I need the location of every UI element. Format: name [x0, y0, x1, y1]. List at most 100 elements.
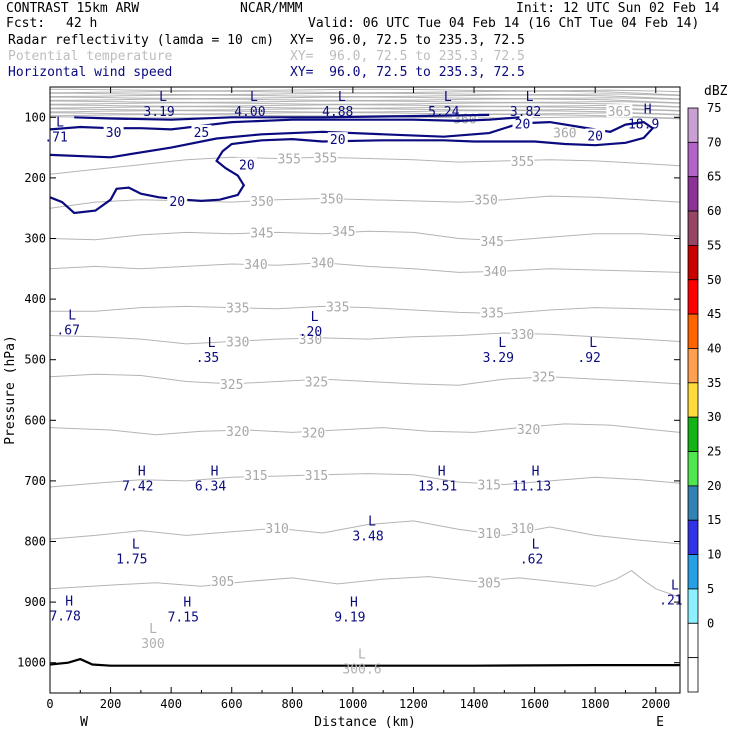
wind-extreme-value: 3.48: [352, 529, 383, 544]
organization-label: NCAR/MMM: [240, 1, 303, 16]
wind-extreme-value: .92: [577, 351, 600, 366]
wind-contour-label: 20: [587, 129, 603, 144]
theta-label-bg: [477, 575, 502, 589]
wind-extreme-value: .35: [196, 351, 219, 366]
wind-extreme-value: 4.00: [234, 105, 265, 120]
upper-theta-line: [49, 92, 681, 96]
colorbar-swatch: [687, 313, 699, 349]
wind-label-bg: [167, 193, 188, 207]
theta-contour-label: 340: [311, 257, 334, 272]
theta-label-bg: [219, 376, 244, 390]
wind-label-bg: [103, 124, 124, 138]
theta-contour-label: 355: [278, 153, 301, 168]
wind-extreme-value: 4.88: [322, 105, 353, 120]
x-axis-west-label: W: [80, 715, 88, 730]
theta-label-bg: [301, 425, 326, 439]
theta-label-bg: [277, 151, 302, 165]
theta-contour-label: 345: [250, 226, 273, 241]
colorbar-label: 30: [707, 410, 721, 424]
field-wind-xy: XY= 96.0, 72.5 to 235.3, 72.5: [290, 65, 525, 80]
field-wind-name: Horizontal wind speed: [8, 65, 173, 80]
wind-extreme-value: .71: [44, 131, 67, 146]
model-title: CONTRAST 15km ARW: [6, 1, 140, 16]
x-tick-label: 1400: [460, 697, 489, 711]
colorbar-label: 60: [707, 204, 721, 218]
theta-contour-325: [49, 373, 681, 386]
colorbar-label: 40: [707, 341, 721, 355]
theta-contour-label: 330: [511, 328, 534, 343]
theta-label-bg: [225, 300, 250, 314]
y-tick-label: 300: [24, 232, 46, 246]
colorbar-label: 75: [707, 101, 721, 115]
y-axis-title: Pressure (hPa): [3, 335, 18, 445]
x-tick-label: 600: [221, 697, 243, 711]
upper-theta-line: [49, 110, 681, 115]
wind-extreme-value: 7.78: [49, 609, 80, 624]
theta-extreme-value: 300.6: [342, 663, 381, 678]
theta-label-bg: [304, 467, 329, 481]
upper-theta-line: [49, 90, 681, 96]
wind-extreme-value: 18.9: [628, 117, 659, 132]
y-tick-label: 700: [24, 474, 46, 488]
theta-contour-label: 310: [477, 527, 500, 542]
wind-extreme-marker: H: [350, 596, 358, 611]
theta-contour-label: 340: [483, 265, 506, 280]
x-tick-label: 200: [100, 697, 122, 711]
wind-speed-contours: 20 20 20 20 20 25 30: [49, 113, 655, 215]
y-tick-label: 100: [24, 110, 46, 124]
colorbar-swatch: [687, 657, 699, 693]
terrain-surface: [49, 657, 680, 667]
wind-extreme-marker: L: [532, 537, 540, 552]
colorbar-swatch: [687, 451, 699, 487]
wind-contour-label: 25: [194, 126, 210, 141]
wind-extreme-value: 3.82: [510, 105, 541, 120]
colorbar-label: 10: [707, 548, 721, 562]
wind-contour-label: 20: [330, 133, 346, 148]
wind-label-bg: [327, 132, 348, 146]
theta-contour-label: 335: [326, 300, 349, 315]
theta-label-bg: [265, 521, 290, 535]
wind-extreme-value: .67: [56, 323, 79, 338]
theta-contour-305: [49, 569, 681, 598]
colorbar-label: 5: [707, 582, 714, 596]
wind-extreme-marker: L: [250, 90, 258, 105]
theta-contour-label: 355: [314, 151, 337, 166]
field-theta-xy: XY= 96.0, 72.5 to 235.3, 72.5: [290, 49, 525, 64]
wind-extreme-marker: H: [211, 465, 219, 480]
colorbar-label: 55: [707, 238, 721, 252]
wind-extreme-marker: H: [438, 465, 446, 480]
wind-extreme-value: .20: [299, 325, 322, 340]
axes: 0 200 400 600 800 1000 1200 1400 1600 1800 2000 100…: [17, 87, 680, 711]
terrain-line: [49, 657, 680, 667]
colorbar-label: 15: [707, 513, 721, 527]
colorbar-swatch: [687, 141, 699, 178]
x-tick-label: 1200: [399, 697, 428, 711]
colorbar-label: 50: [707, 273, 721, 287]
x-tick-label: 0: [46, 697, 53, 711]
theta-contour-340: [49, 262, 681, 273]
theta-label-bg: [483, 264, 508, 278]
x-tick-label: 1000: [338, 697, 367, 711]
theta-label-bg: [480, 233, 505, 247]
wind-extreme-marker: L: [208, 336, 216, 351]
theta-contour-label: 340: [244, 258, 267, 273]
plot-frame: [49, 86, 681, 694]
upper-theta-line: [49, 112, 681, 116]
theta-label-bg: [516, 421, 541, 435]
forecast-hours: 42 h: [66, 16, 98, 31]
wind-extreme-marker: L: [159, 90, 167, 105]
theta-label-bg: [551, 125, 578, 139]
theta-label-bg: [225, 334, 250, 348]
theta-contour-label: 325: [532, 371, 555, 386]
wind-extreme-marker: L: [498, 336, 506, 351]
upper-theta-line: [49, 102, 681, 108]
theta-label-bg: [510, 521, 535, 535]
theta-contour-label: 330: [226, 336, 249, 351]
colorbar-swatch: [687, 348, 699, 384]
colorbar-swatch: [687, 485, 699, 521]
theta-label-bg: [606, 104, 633, 118]
theta-label-bg: [310, 255, 335, 269]
wind-extreme-marker: H: [183, 596, 191, 611]
wind-extreme-marker: H: [532, 465, 540, 480]
